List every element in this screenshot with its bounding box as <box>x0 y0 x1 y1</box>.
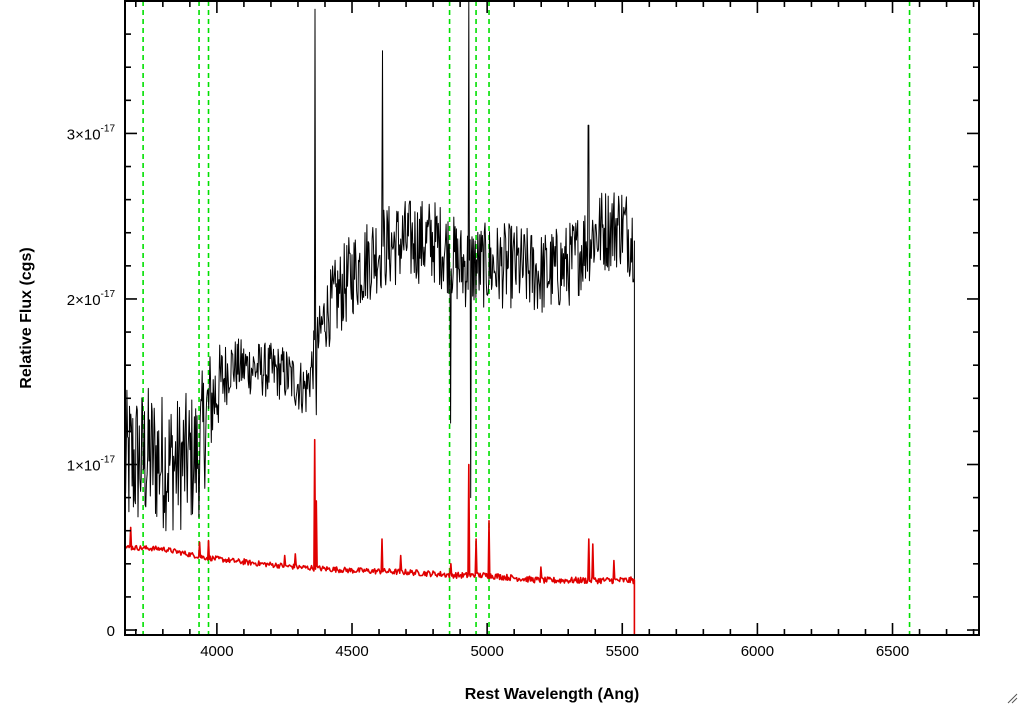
y-tick-mantissa: 1×10 <box>67 457 101 474</box>
y-tick-label: 0 <box>107 623 115 640</box>
y-tick-mantissa: 2×10 <box>67 292 101 309</box>
x-tick-label: 6500 <box>876 643 909 660</box>
y-tick-mantissa: 0 <box>107 623 115 640</box>
x-tick-label: 5000 <box>470 643 503 660</box>
reference-lines <box>142 1 911 635</box>
y-tick-exponent: -17 <box>101 289 116 300</box>
x-tick-label: 4500 <box>335 643 368 660</box>
y-tick-exponent: -17 <box>101 454 116 465</box>
x-axis-ticks: 4000 4500 5000 5500 6000 6500 <box>135 1 975 660</box>
y-tick-label: 2×10-17 <box>67 289 116 309</box>
x-tick-label: 4000 <box>200 643 233 660</box>
y-axis-title: Relative Flux (cgs) <box>18 247 35 388</box>
resize-grip-icon[interactable] <box>1006 692 1018 704</box>
series-layer <box>124 0 979 636</box>
x-axis-title: Rest Wavelength (Ang) <box>465 686 640 703</box>
y-tick-label: 1×10-17 <box>67 454 116 474</box>
y-tick-label: 3×10-17 <box>67 123 116 143</box>
y-tick-exponent: -17 <box>101 123 116 134</box>
plot-frame <box>124 0 980 636</box>
x-tick-label: 6000 <box>741 643 774 660</box>
series-line-error <box>124 438 979 636</box>
y-tick-mantissa: 3×10 <box>67 126 101 143</box>
series-line-spectrum <box>124 0 635 581</box>
y-axis-ticks: 01×10-172×10-173×10-17 <box>67 0 979 640</box>
x-tick-label: 5500 <box>606 643 639 660</box>
